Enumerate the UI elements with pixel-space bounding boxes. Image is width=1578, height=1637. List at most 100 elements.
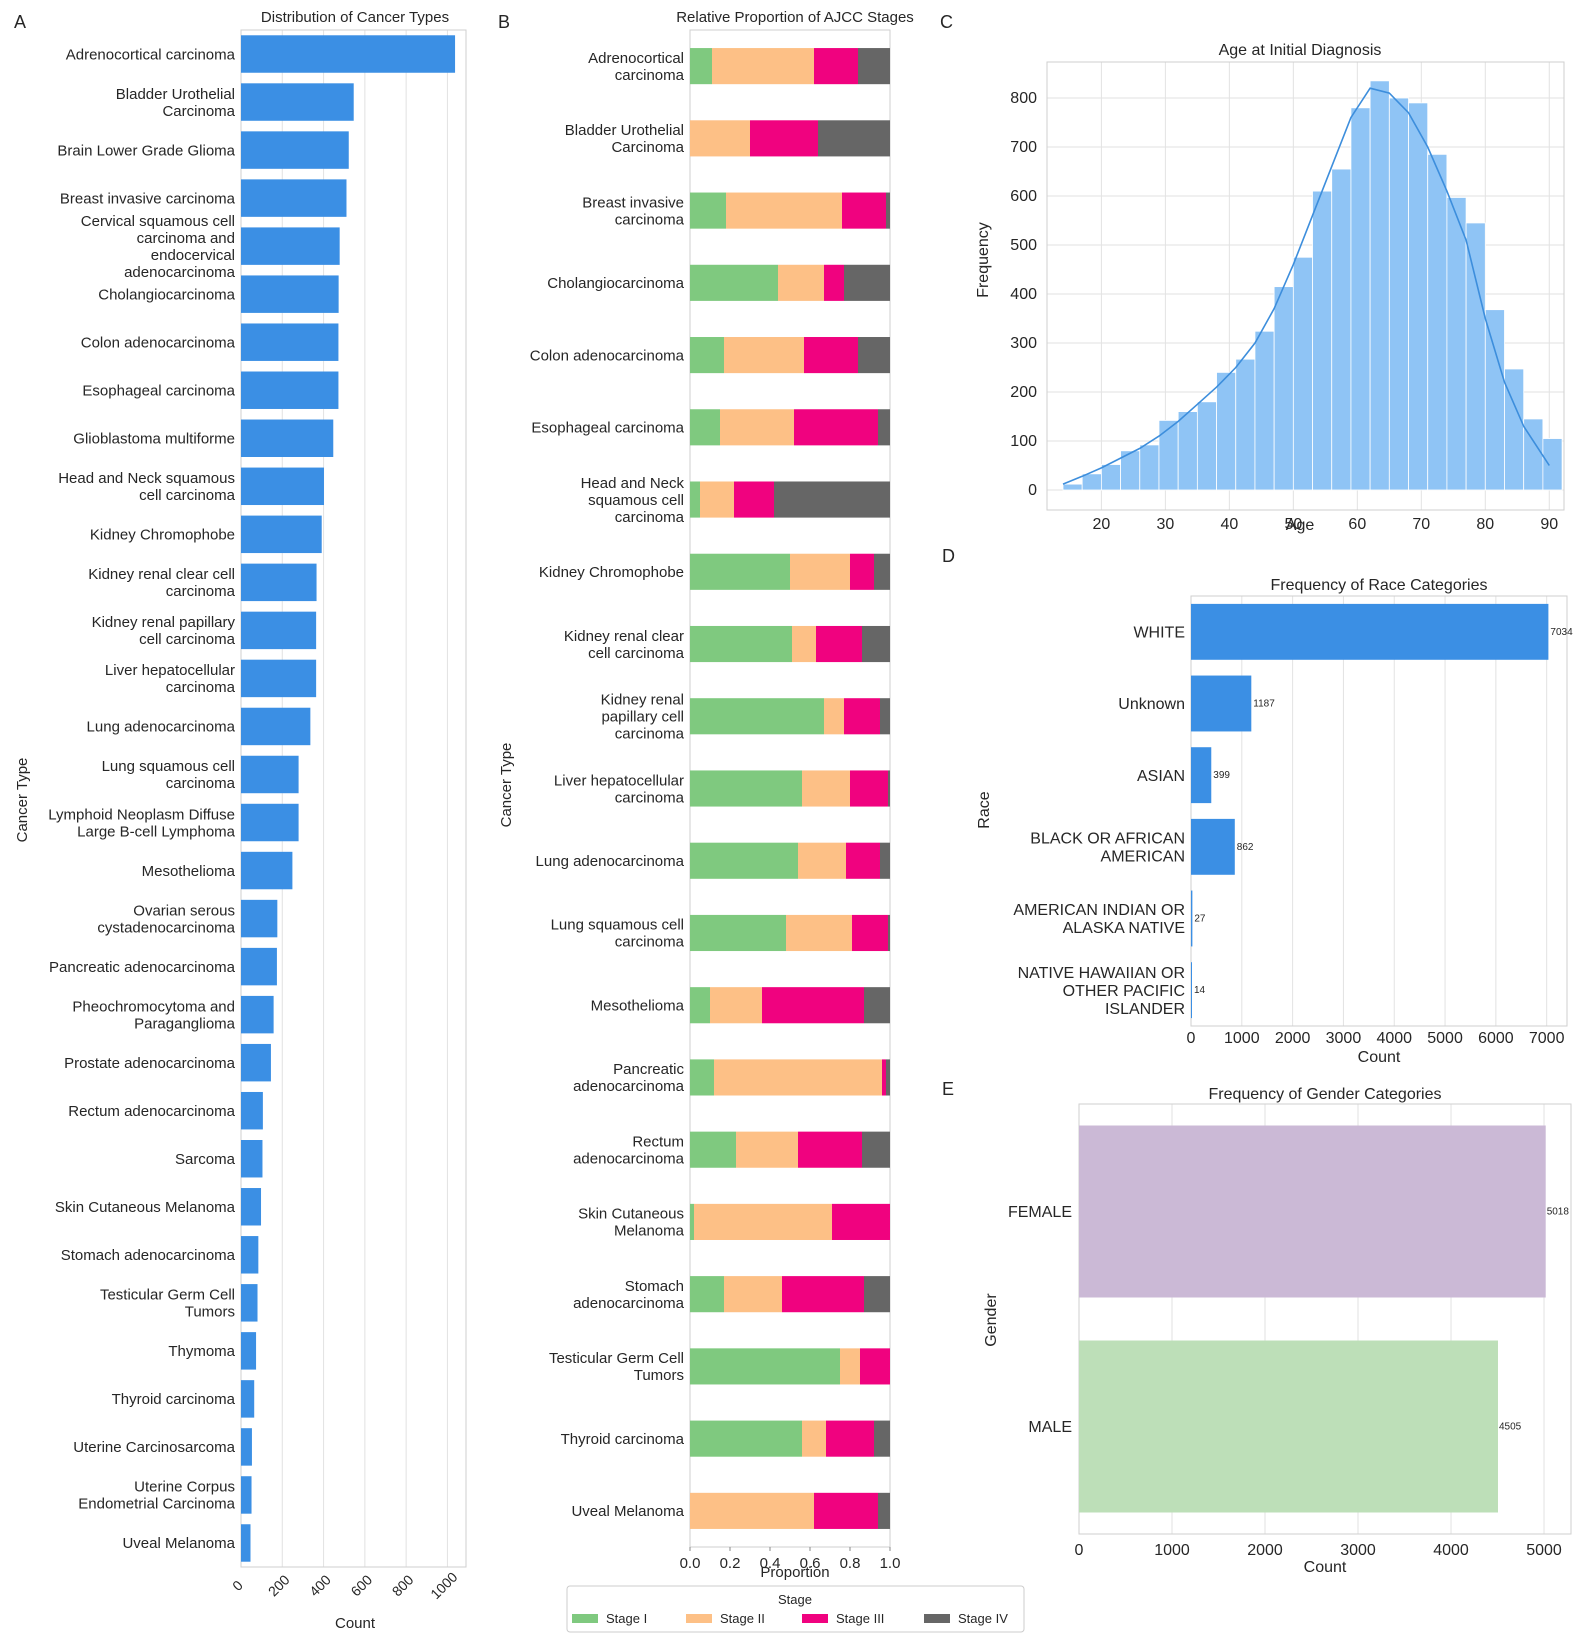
legend-items: Stage I Stage II Stage III Stage IV — [572, 1611, 1008, 1626]
stacked-bar-segment — [700, 481, 734, 518]
bar — [241, 1284, 258, 1322]
stacked-bar-segment — [794, 409, 878, 446]
bar — [1191, 890, 1193, 947]
x-tick-label: 0.2 — [720, 1555, 741, 1572]
stacked-bar-segment — [880, 842, 890, 879]
x-tick-label: 40 — [1220, 516, 1238, 533]
category-label: Kidney renal papillary cell carcinoma — [92, 614, 236, 648]
stacked-bar-segment — [778, 264, 824, 301]
x-tick-label: 20 — [1092, 516, 1110, 533]
panel-b-title: Relative Proportion of AJCC Stages — [676, 9, 914, 26]
category-label: Thyroid carcinoma — [561, 1431, 685, 1448]
category-label: Pheochromocytoma and Paraganglioma — [72, 998, 235, 1032]
category-label: Lung squamous cell carcinoma — [551, 917, 685, 951]
stacked-bar-segment — [690, 987, 710, 1024]
stacked-bar-segment — [862, 1131, 890, 1168]
stacked-bar-segment — [690, 1492, 814, 1529]
stacked-bar-segment — [712, 48, 814, 85]
stacked-bar-segment — [690, 842, 798, 879]
histogram-bar — [1235, 358, 1256, 491]
category-label: MALE — [1028, 1419, 1072, 1436]
category-label-line: Carcinoma — [611, 139, 684, 156]
category-label-line: Pheochromocytoma and — [72, 998, 235, 1015]
y-tick-label: 800 — [1010, 90, 1037, 107]
stacked-bar-segment — [814, 48, 858, 85]
stacked-bar-segment — [842, 192, 886, 229]
category-label-line: Pancreatic — [613, 1061, 684, 1078]
x-tick-label: 2000 — [1247, 1542, 1283, 1559]
panel-c-x-ticks: 20 30 40 50 60 70 80 90 — [1092, 516, 1558, 533]
stacked-bar-segment — [690, 770, 802, 807]
panel-c-frame — [1046, 61, 1565, 511]
panel-e-letter: E — [942, 1079, 954, 1099]
category-label: Kidney Chromophobe — [90, 527, 235, 544]
bar — [241, 1140, 263, 1178]
category-label: Testicular Germ Cell Tumors — [549, 1350, 684, 1384]
stacked-bar-segment — [864, 1276, 890, 1313]
stacked-bar-segment — [690, 1203, 694, 1240]
x-tick-label: 400 — [306, 1571, 334, 1599]
x-tick-label: 6000 — [1478, 1030, 1514, 1047]
panel-c-title: Age at Initial Diagnosis — [1219, 42, 1382, 59]
category-label: Lung adenocarcinoma — [536, 853, 685, 870]
category-label: Ovarian serous cystadenocarcinoma — [97, 902, 235, 936]
category-label-line: squamous cell — [588, 492, 684, 509]
category-label-line: Kidney Chromophobe — [90, 527, 235, 544]
category-label-line: Colon adenocarcinoma — [81, 334, 236, 351]
stacked-bar-segment — [844, 698, 880, 735]
bar — [241, 179, 347, 217]
category-label: Esophageal carcinoma — [531, 420, 684, 437]
category-label-line: Lung squamous cell — [102, 758, 235, 775]
stacked-bar-segment — [852, 914, 888, 952]
category-label: BLACK OR AFRICAN AMERICAN — [1030, 830, 1185, 865]
bar — [241, 1428, 252, 1466]
bar — [241, 1236, 259, 1274]
category-label: Adrenocortical carcinoma — [66, 46, 236, 63]
bar-data-label: 862 — [1237, 842, 1254, 853]
panel-a-title: Distribution of Cancer Types — [261, 9, 449, 26]
stacked-bar-segment — [814, 1492, 878, 1529]
panel-d-title: Frequency of Race Categories — [1271, 577, 1488, 594]
category-label: Esophageal carcinoma — [82, 382, 235, 399]
legend-label: Stage I — [606, 1611, 647, 1626]
legend-label: Stage III — [836, 1611, 884, 1626]
category-label: Kidney renal papillary cell carcinoma — [601, 692, 685, 743]
x-tick-label: 0.6 — [800, 1555, 821, 1572]
category-label-line: WHITE — [1133, 624, 1185, 641]
category-label: Uveal Melanoma — [122, 1535, 235, 1552]
category-label-line: cell carcinoma — [588, 645, 685, 662]
category-label: FEMALE — [1008, 1204, 1072, 1221]
histogram-bar — [1177, 411, 1198, 491]
stacked-bar-segment — [690, 409, 720, 446]
category-label-line: Kidney Chromophobe — [539, 564, 684, 581]
category-label-line: ALASKA NATIVE — [1063, 920, 1185, 937]
bar-data-label: 4505 — [1499, 1422, 1522, 1433]
x-tick-label: 1000 — [427, 1569, 460, 1602]
category-label-line: Adrenocortical carcinoma — [66, 46, 236, 63]
stacked-bar-segment — [878, 1492, 890, 1529]
category-label-line: Glioblastoma multiforme — [73, 431, 235, 448]
category-label-line: carcinoma — [615, 726, 685, 743]
stacked-bar-segment — [858, 337, 890, 374]
x-tick-label: 1000 — [1154, 1542, 1190, 1559]
panel-d-frame — [1190, 595, 1568, 1027]
histogram-bar — [1081, 473, 1102, 491]
bar — [241, 851, 293, 890]
histogram-bar — [1139, 444, 1160, 491]
x-tick-label: 0.8 — [840, 1555, 861, 1572]
bar-data-label: 5018 — [1547, 1207, 1570, 1218]
panel-e-xlabel: Count — [1304, 1559, 1347, 1576]
panel-e-bars: 5018 4505 — [1079, 1125, 1570, 1513]
category-label-line: Kidney renal clear cell — [88, 566, 235, 583]
category-label-line: Lung squamous cell — [551, 917, 684, 934]
stacked-bar-segment — [710, 987, 762, 1024]
category-label-line: Stomach — [625, 1278, 684, 1295]
category-label-line: FEMALE — [1008, 1204, 1072, 1221]
category-label-line: Testicular Germ Cell — [549, 1350, 684, 1367]
histogram-bar — [1408, 102, 1429, 491]
category-label: Stomach adenocarcinoma — [61, 1247, 236, 1264]
x-tick-label: 3000 — [1326, 1030, 1362, 1047]
category-label-line: Cholangiocarcinoma — [547, 275, 684, 292]
category-label-line: Tumors — [185, 1304, 235, 1321]
panel-a-xlabel: Count — [335, 1615, 376, 1632]
